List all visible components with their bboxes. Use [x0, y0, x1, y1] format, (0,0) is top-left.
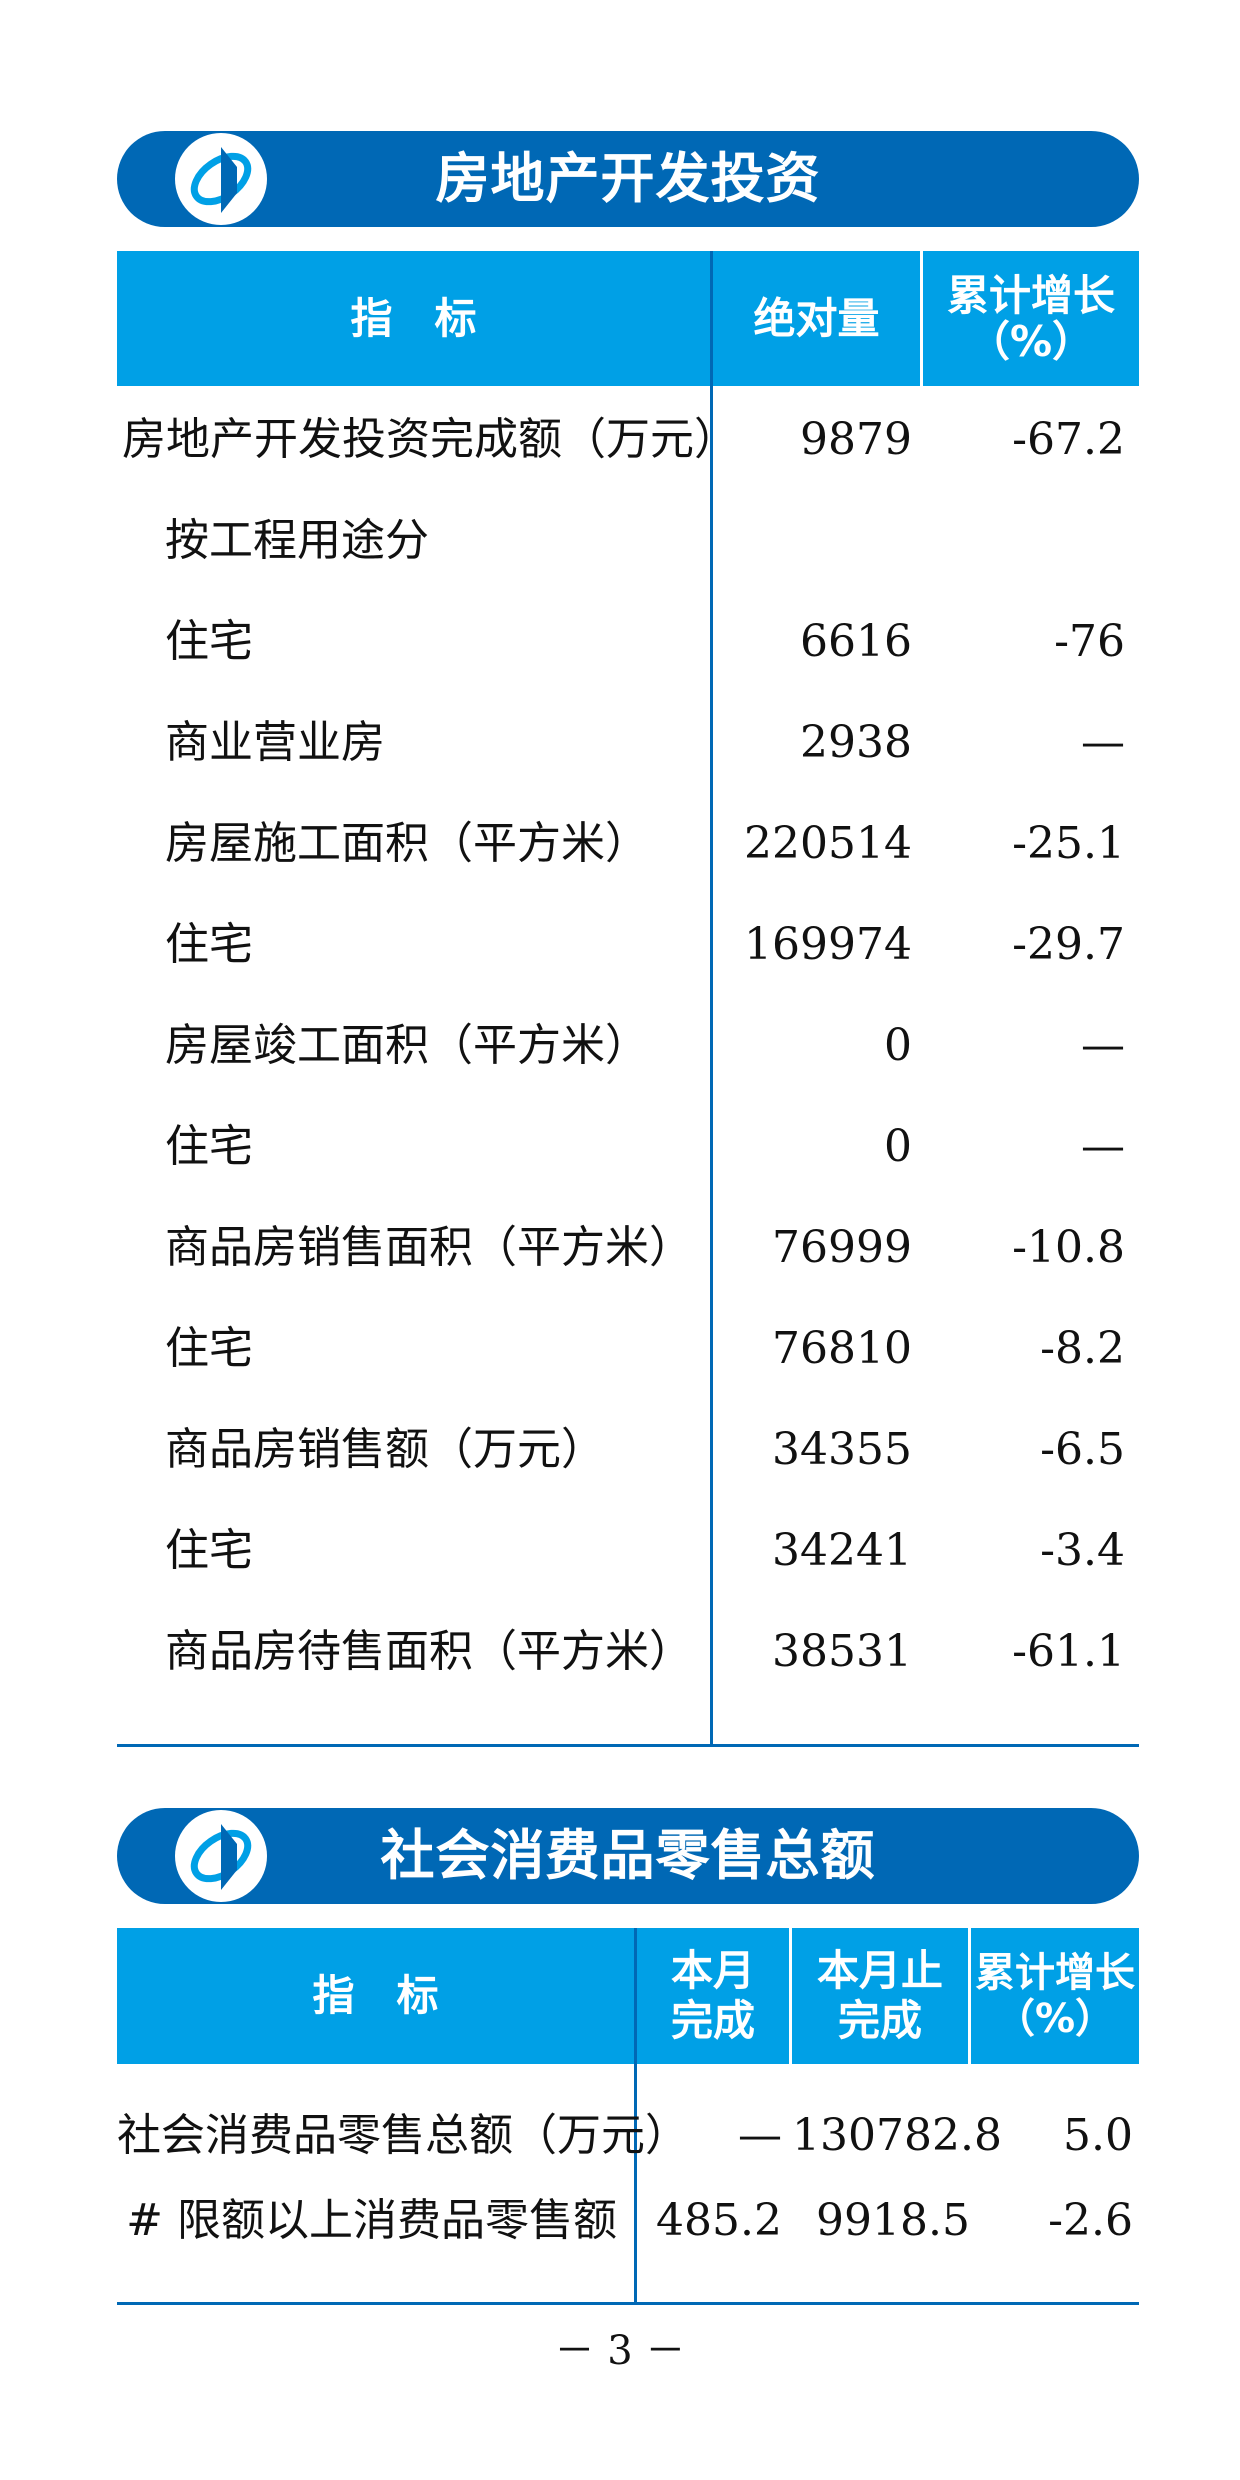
row-label: 社会消费品零售总额（万元）: [117, 2110, 689, 2161]
row-growth: -8.2: [1040, 1323, 1125, 1374]
row-growth: -3.4: [1040, 1525, 1125, 1576]
row-label: 房屋竣工面积（平方米）: [165, 1020, 649, 1071]
page-number: － 3 －: [554, 2328, 686, 2374]
row-label: # 限额以上消费品零售额: [126, 2195, 617, 2246]
column-divider: [710, 251, 713, 1746]
row-value: 2938: [800, 717, 912, 768]
row-label: 商品房待售面积（平方米）: [165, 1626, 693, 1677]
row-value: 76999: [772, 1222, 912, 1273]
section-title: 房地产开发投资: [435, 147, 821, 210]
row-value: 38531: [772, 1626, 912, 1677]
row-value: 9879: [800, 414, 912, 465]
row-growth: -10.8: [1012, 1222, 1125, 1273]
row-ytd: 9918.5: [816, 2195, 970, 2246]
row-value: 76810: [772, 1323, 912, 1374]
row-label: 房屋施工面积（平方米）: [165, 818, 649, 869]
section-title: 社会消费品零售总额: [380, 1824, 876, 1887]
row-value: 34241: [772, 1525, 912, 1576]
row-value: 169974: [744, 919, 912, 970]
row-growth: -61.1: [1012, 1626, 1125, 1677]
row-value: 220514: [744, 818, 912, 869]
row-label: 住宅: [165, 616, 253, 667]
row-label: 住宅: [165, 1323, 253, 1374]
row-growth: -29.7: [1012, 919, 1125, 970]
row-label: 商业营业房: [165, 717, 385, 768]
row-growth: -2.6: [1048, 2195, 1133, 2246]
row-growth: [923, 511, 1125, 571]
row-growth: -25.1: [1012, 818, 1125, 869]
row-value: 34355: [772, 1424, 912, 1475]
row-growth: —: [1081, 717, 1125, 768]
row-label: 房地产开发投资完成额（万元）: [122, 414, 738, 465]
row-growth: —: [1081, 1121, 1125, 1172]
column-divider: [634, 1928, 637, 2304]
row-label: 住宅: [165, 1525, 253, 1576]
section-banner-retail: 社会消费品零售总额: [117, 1808, 1139, 1904]
row-label: 商品房销售额（万元）: [165, 1424, 605, 1475]
row-growth: —: [1081, 1020, 1125, 1071]
row-label: 商品房销售面积（平方米）: [165, 1222, 693, 1273]
row-value: [713, 511, 912, 571]
row-ytd: 130782.8: [792, 2110, 1002, 2161]
nbs-logo-icon: [175, 1810, 267, 1902]
row-label: 住宅: [165, 919, 253, 970]
header-indicator: 指 标: [117, 251, 710, 386]
table-bottom-rule: [117, 1744, 1139, 1747]
row-month: —: [738, 2110, 782, 2161]
row-growth: -67.2: [1012, 414, 1125, 465]
row-value: 6616: [800, 616, 912, 667]
row-month: 485.2: [656, 2195, 782, 2246]
header-absolute: 绝对量: [713, 251, 920, 386]
header-growth: 累计增长 （%）: [971, 1928, 1139, 2064]
header-growth: 累计增长 （%）: [923, 251, 1139, 386]
header-indicator: 指 标: [117, 1928, 634, 2064]
section-banner-real-estate: 房地产开发投资: [117, 131, 1139, 227]
row-growth: 5.0: [1063, 2110, 1133, 2161]
header-ytd: 本月止 完成: [792, 1928, 968, 2064]
row-label: 住宅: [165, 1121, 253, 1172]
header-month: 本月 完成: [637, 1928, 789, 2064]
nbs-logo-icon: [175, 133, 267, 225]
row-value: 0: [884, 1121, 912, 1172]
row-label: 按工程用途分: [165, 515, 429, 566]
row-value: 0: [884, 1020, 912, 1071]
row-growth: -6.5: [1040, 1424, 1125, 1475]
row-growth: -76: [1054, 616, 1125, 667]
table-bottom-rule: [117, 2302, 1139, 2305]
